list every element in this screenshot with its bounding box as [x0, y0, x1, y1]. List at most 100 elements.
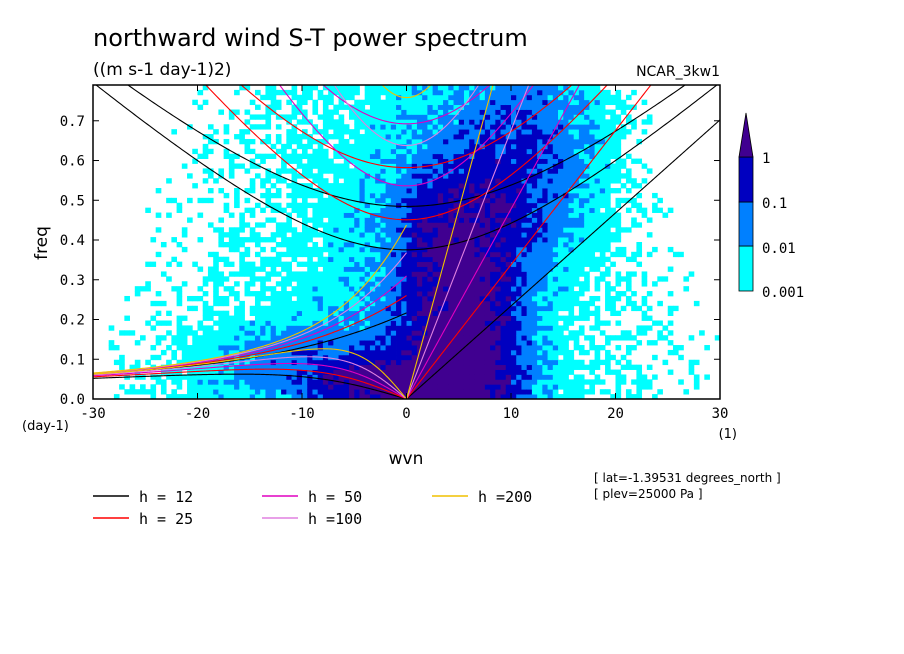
heatmap-cell: [453, 153, 460, 159]
curve-er_n1-100: [93, 356, 407, 399]
heatmap-cell: [453, 340, 460, 346]
heatmap-cell: [218, 384, 225, 390]
heatmap-cell: [552, 232, 559, 238]
heatmap-cell: [228, 168, 235, 174]
heatmap-cell: [631, 183, 637, 189]
heatmap-cell: [542, 261, 548, 267]
heatmap-cell: [385, 295, 392, 302]
heatmap-cell: [479, 291, 486, 297]
heatmap-cell: [563, 256, 569, 263]
heatmap-cell: [594, 222, 601, 228]
heatmap-cell: [578, 104, 585, 110]
heatmap-cell: [558, 359, 564, 366]
heatmap-cell: [537, 261, 543, 267]
heatmap-cell: [437, 158, 444, 164]
heatmap-cell: [558, 134, 564, 140]
heatmap-cell: [636, 183, 643, 189]
heatmap-cell: [631, 364, 637, 370]
heatmap-cell: [448, 89, 454, 96]
heatmap-cell: [432, 138, 439, 145]
heatmap-cell: [338, 99, 345, 106]
heatmap-cell: [411, 349, 418, 356]
heatmap-cell: [448, 217, 454, 223]
heatmap-cell: [474, 212, 481, 218]
dispersion-curves: [93, 85, 720, 399]
heatmap-cell: [281, 320, 287, 326]
heatmap-cell: [552, 237, 559, 243]
heatmap-cell: [354, 207, 360, 213]
heatmap-cell: [646, 305, 653, 312]
heatmap-cell: [406, 109, 413, 115]
heatmap-cell: [275, 227, 282, 233]
heatmap-cell: [568, 384, 575, 390]
heatmap-cell: [416, 335, 423, 341]
heatmap-cell: [349, 335, 355, 341]
heatmap-cell: [197, 335, 204, 341]
heatmap-cell: [552, 217, 559, 223]
heatmap-cell: [354, 222, 360, 228]
heatmap-cell: [416, 85, 423, 91]
heatmap-cell: [563, 153, 569, 159]
heatmap-cell: [500, 286, 507, 292]
heatmap-cell: [568, 212, 575, 218]
heatmap-cell: [354, 129, 360, 135]
heatmap-cell: [573, 143, 580, 150]
heatmap-cell: [558, 394, 564, 399]
heatmap-cell: [422, 374, 428, 380]
heatmap-cell: [526, 227, 533, 233]
heatmap-cell: [458, 369, 465, 375]
heatmap-cell: [573, 153, 580, 159]
heatmap-cell: [396, 276, 402, 282]
heatmap-cell: [432, 163, 439, 169]
heatmap-cell: [599, 320, 606, 326]
heatmap-cell: [505, 129, 512, 135]
heatmap-cell: [202, 85, 209, 91]
heatmap-cell: [474, 129, 481, 135]
heatmap-cell: [401, 261, 407, 267]
heatmap-cell: [552, 168, 559, 174]
heatmap-cell: [484, 104, 491, 110]
heatmap-cell: [573, 207, 580, 213]
heatmap-cell: [270, 335, 277, 341]
heatmap-cell: [328, 119, 334, 125]
heatmap-cell: [589, 359, 596, 366]
heatmap-cell: [312, 335, 319, 341]
heatmap-cell: [620, 251, 627, 258]
heatmap-cell: [422, 246, 428, 253]
heatmap-cell: [484, 315, 491, 321]
heatmap-cell: [322, 310, 329, 316]
heatmap-cell: [270, 315, 277, 321]
heatmap-cell: [406, 335, 413, 341]
colorbar-label: 1: [762, 151, 770, 167]
heatmap-cell: [599, 212, 606, 218]
heatmap-cell: [343, 197, 350, 204]
heatmap-cell: [228, 271, 235, 277]
heatmap-cell: [207, 197, 214, 204]
heatmap-cell: [317, 232, 324, 238]
heatmap-cell: [453, 295, 460, 302]
heatmap-cell: [474, 315, 481, 321]
heatmap-cell: [427, 99, 434, 106]
heatmap-cell: [662, 359, 669, 366]
heatmap-cell: [646, 340, 653, 346]
heatmap-cell: [542, 305, 548, 312]
heatmap-cell: [260, 330, 266, 336]
heatmap-cell: [364, 349, 371, 356]
heatmap-cell: [427, 168, 434, 174]
heatmap-cell: [542, 153, 548, 159]
heatmap-cell: [537, 271, 543, 277]
heatmap-cell: [260, 178, 266, 184]
heatmap-cell: [416, 178, 423, 184]
heatmap-cell: [333, 202, 339, 209]
heatmap-cell: [265, 94, 272, 101]
heatmap-cell: [302, 394, 308, 399]
heatmap-cell: [568, 359, 575, 366]
heatmap-cell: [521, 349, 528, 356]
heatmap-cell: [354, 168, 360, 174]
heatmap-cell: [411, 286, 418, 292]
heatmap-cell: [479, 109, 486, 115]
heatmap-cell: [254, 251, 261, 258]
heatmap-cell: [505, 242, 512, 248]
heatmap-cell: [291, 153, 298, 159]
heatmap-cell: [526, 379, 533, 385]
